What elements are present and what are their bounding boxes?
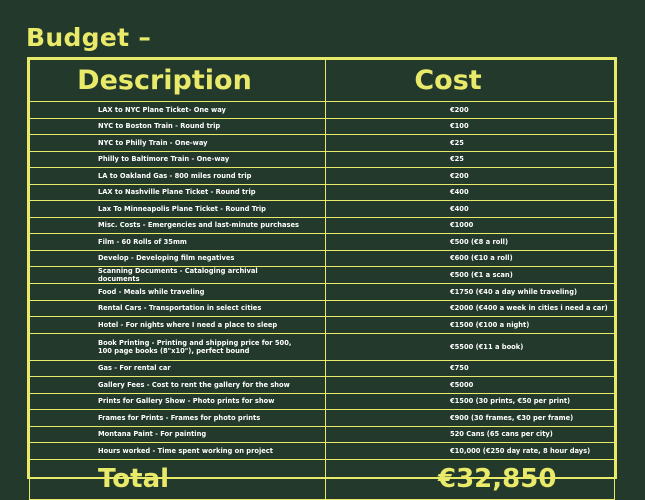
table-row: Food - Meals while traveling €1750 (€40 a… [29, 283, 615, 301]
row-description: Scanning Documents - Cataloging archival… [29, 266, 326, 284]
row-cost: €25 [325, 134, 615, 152]
budget-table: Description Cost LAX to NYC Plane Ticket… [27, 57, 617, 500]
row-description: LA to Oakland Gas - 800 miles round trip [29, 167, 326, 185]
table-row: Book Printing - Printing and shipping pr… [29, 332, 615, 361]
row-cost: €900 (30 frames, €30 per frame) [325, 409, 615, 427]
table-row: LAX to Nashville Plane Ticket - Round tr… [29, 183, 615, 201]
table-row: Philly to Baltimore Train - One-way €25 [29, 150, 615, 168]
row-cost: €200 [325, 167, 615, 185]
cost-header: Cost [325, 59, 615, 102]
row-description: Develop - Developing film negatives [29, 249, 326, 267]
row-description: Hotel - For nights where I need a place … [29, 316, 326, 334]
row-cost: €1750 (€40 a day while traveling) [325, 283, 615, 301]
table-row: Hours worked - Time spent working on pro… [29, 442, 615, 460]
table-row: Gas - For rental car €750 [29, 359, 615, 377]
row-cost: €1500 (€100 a night) [325, 316, 615, 334]
row-description: LAX to NYC Plane Ticket- One way [29, 101, 326, 119]
total-label: Total [29, 458, 326, 500]
table-row: Rental Cars - Transportation in select c… [29, 299, 615, 317]
row-description: Montana Paint - For painting [29, 425, 326, 443]
row-description: Prints for Gallery Show - Photo prints f… [29, 392, 326, 410]
row-description: Misc. Costs - Emergencies and last-minut… [29, 216, 326, 234]
total-row: Total €32,850 [29, 458, 615, 500]
header-row: Description Cost [29, 59, 615, 102]
row-description: NYC to Philly Train - One-way [29, 134, 326, 152]
row-description: LAX to Nashville Plane Ticket - Round tr… [29, 183, 326, 201]
table-row: Frames for Prints - Frames for photo pri… [29, 409, 615, 427]
row-cost: €1000 [325, 216, 615, 234]
row-cost: €750 [325, 359, 615, 377]
total-value: €32,850 [325, 458, 615, 500]
table-row: Film - 60 Rolls of 35mm €500 (€8 a roll) [29, 233, 615, 251]
row-cost: €500 (€1 a scan) [325, 266, 615, 284]
row-cost: €500 (€8 a roll) [325, 233, 615, 251]
row-cost: €25 [325, 150, 615, 168]
row-description: Gallery Fees - Cost to rent the gallery … [29, 376, 326, 394]
row-description: Gas - For rental car [29, 359, 326, 377]
table-row: NYC to Boston Train - Round trip €100 [29, 117, 615, 135]
row-cost: €100 [325, 117, 615, 135]
row-cost: €200 [325, 101, 615, 119]
table-row: LAX to NYC Plane Ticket- One way €200 [29, 101, 615, 119]
table-row: Misc. Costs - Emergencies and last-minut… [29, 216, 615, 234]
row-description: Hours worked - Time spent working on pro… [29, 442, 326, 460]
row-cost: €1500 (30 prints, €50 per print) [325, 392, 615, 410]
row-description: Philly to Baltimore Train - One-way [29, 150, 326, 168]
table-row: Scanning Documents - Cataloging archival… [29, 266, 615, 284]
row-cost: €5000 [325, 376, 615, 394]
row-description: Book Printing - Printing and shipping pr… [29, 332, 326, 361]
description-header: Description [29, 59, 326, 102]
table-row: Prints for Gallery Show - Photo prints f… [29, 392, 615, 410]
row-cost: €600 (€10 a roll) [325, 249, 615, 267]
row-description: Rental Cars - Transportation in select c… [29, 299, 326, 317]
row-cost: €10,000 (€250 day rate, 8 hour days) [325, 442, 615, 460]
table-row: Gallery Fees - Cost to rent the gallery … [29, 376, 615, 394]
row-description: NYC to Boston Train - Round trip [29, 117, 326, 135]
table-row: Develop - Developing film negatives €600 … [29, 249, 615, 267]
row-description: Frames for Prints - Frames for photo pri… [29, 409, 326, 427]
row-description: Film - 60 Rolls of 35mm [29, 233, 326, 251]
page-title: Budget – [26, 23, 152, 52]
table-row: NYC to Philly Train - One-way €25 [29, 134, 615, 152]
row-cost: €5500 (€11 a book) [325, 332, 615, 361]
row-cost: €2000 (€400 a week in cities i need a ca… [325, 299, 615, 317]
table-row: LA to Oakland Gas - 800 miles round trip… [29, 167, 615, 185]
table-row: Montana Paint - For painting 520 Cans (65… [29, 425, 615, 443]
row-description: Food - Meals while traveling [29, 283, 326, 301]
row-cost: 520 Cans (65 cans per city) [325, 425, 615, 443]
row-cost: €400 [325, 200, 615, 218]
row-description: Lax To Minneapolis Plane Ticket - Round … [29, 200, 326, 218]
row-cost: €400 [325, 183, 615, 201]
table-row: Hotel - For nights where I need a place … [29, 316, 615, 334]
table-row: Lax To Minneapolis Plane Ticket - Round … [29, 200, 615, 218]
